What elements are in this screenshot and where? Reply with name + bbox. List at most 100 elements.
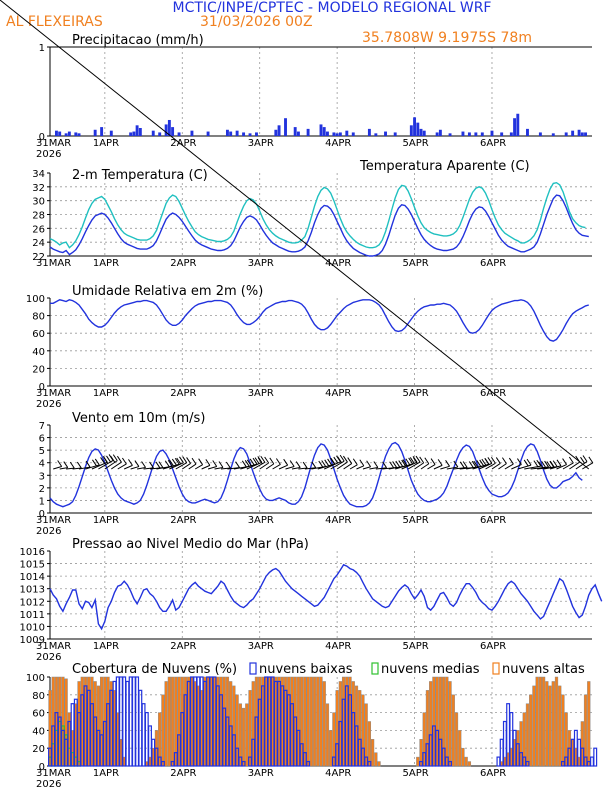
cloud-bar: [248, 690, 252, 767]
y-tick-label: 1: [39, 496, 45, 507]
cloud-bar: [370, 739, 375, 767]
cloud-bar: [245, 703, 249, 767]
wind-barb-feather: [413, 457, 418, 464]
y-tick-label: 1: [39, 43, 45, 54]
wind-barb-feather: [398, 460, 404, 467]
wind-barb: [433, 464, 443, 470]
wind-barb-feather: [419, 456, 425, 464]
wind-barb-feather: [128, 459, 133, 466]
wind-barb-feather: [437, 459, 443, 466]
wind-barb-feather: [468, 461, 474, 468]
precip-bar: [167, 119, 171, 136]
precip-bar: [277, 125, 281, 136]
wind-barb-feather: [252, 457, 258, 465]
y-tick-label: 0: [39, 382, 45, 393]
wind-barb: [524, 465, 541, 470]
cloud-bar: [416, 756, 420, 767]
series-line: [50, 299, 589, 342]
x-tick-label: 31MAR: [36, 138, 71, 149]
wind-barb-feather: [424, 457, 430, 465]
wind-barb: [498, 463, 507, 470]
precip-bar: [384, 131, 387, 136]
cloud-bar: [164, 681, 168, 767]
year-label: 2026: [36, 399, 61, 410]
precip-bar: [177, 132, 181, 136]
wind-barb-feather: [471, 460, 477, 468]
precip-bar: [345, 130, 349, 136]
legend-swatch: [492, 662, 500, 675]
wind-barb-feather: [402, 459, 408, 466]
y-tick-label: 1012: [20, 597, 45, 608]
precip-bar: [100, 127, 104, 136]
wind-barb-feather: [405, 458, 411, 465]
wind-barb: [194, 464, 203, 470]
wind-barb-feather: [100, 457, 105, 464]
wind-barb: [162, 463, 180, 470]
precip-bar: [374, 133, 378, 136]
cloud-bar: [306, 760, 311, 767]
wind-barb-feather: [389, 461, 395, 469]
wind-barb-feather: [481, 458, 487, 466]
x-tick-label: 4APR: [325, 641, 351, 652]
cloud-bar: [451, 694, 455, 767]
precip-bar: [248, 133, 252, 136]
wind-barb: [511, 464, 522, 470]
wind-barb-feather: [562, 458, 567, 465]
cloud-bar: [316, 676, 320, 767]
wind-barb-feather: [264, 456, 270, 464]
x-tick-label: 2APR: [170, 388, 196, 399]
precip-bar: [235, 130, 239, 136]
wind-barb-feather: [408, 457, 414, 465]
y-tick-label: 3: [39, 471, 45, 482]
wind-barb: [169, 462, 184, 470]
x-tick-label: 1APR: [93, 258, 119, 269]
cloud-bar: [329, 730, 333, 767]
cloud-bar: [538, 676, 543, 767]
wind-barb: [117, 463, 127, 470]
cloud-bar: [161, 694, 165, 767]
wind-barb-feather: [476, 460, 482, 467]
wind-barb: [252, 461, 266, 470]
cloud-bar: [128, 676, 133, 767]
year-label: 2026: [36, 779, 61, 790]
wind-barb: [66, 467, 75, 470]
y-tick-label: 0: [39, 132, 45, 143]
precip-bar: [335, 133, 339, 136]
wind-barb: [446, 466, 458, 470]
precip-bar: [448, 133, 452, 136]
wind-barb-feather: [327, 458, 333, 466]
wind-barb: [72, 467, 82, 470]
wind-barb-feather: [106, 455, 111, 463]
x-tick-label: 4APR: [325, 258, 351, 269]
cloud-bar: [448, 760, 453, 767]
wind-barb: [181, 463, 191, 470]
x-tick-label: 31MAR: [36, 388, 71, 399]
precip-bar: [438, 129, 442, 136]
panel-title: Cobertura de Nuvens (%): [72, 662, 237, 677]
cloud-bar: [135, 676, 140, 767]
wind-barb-feather: [538, 461, 544, 468]
precip-bar: [158, 132, 162, 136]
cloud-bar: [138, 689, 143, 767]
wind-barb: [485, 462, 496, 470]
wind-barb-feather: [85, 460, 91, 468]
wind-barb-feather: [176, 457, 182, 465]
wind-barb-feather: [269, 457, 275, 465]
wind-barb: [414, 462, 424, 470]
cloud-bar: [144, 711, 149, 767]
x-tick-label: 3APR: [248, 138, 274, 149]
wind-barb: [420, 463, 430, 470]
wind-barb-feather: [174, 457, 180, 465]
wind-barb-feather: [526, 458, 532, 466]
wind-barb: [285, 465, 295, 470]
wind-barb-feather: [121, 457, 127, 465]
x-tick-label: 2APR: [170, 138, 196, 149]
x-tick-label: 6APR: [480, 138, 506, 149]
panel-title: 2-m Temperatura (C): [72, 168, 208, 183]
wind-barb-feather: [556, 459, 562, 467]
cloud-bar: [445, 676, 449, 767]
y-tick-label: 32: [32, 183, 45, 194]
cloud-bar: [141, 703, 146, 767]
wind-barb-feather: [546, 461, 552, 468]
